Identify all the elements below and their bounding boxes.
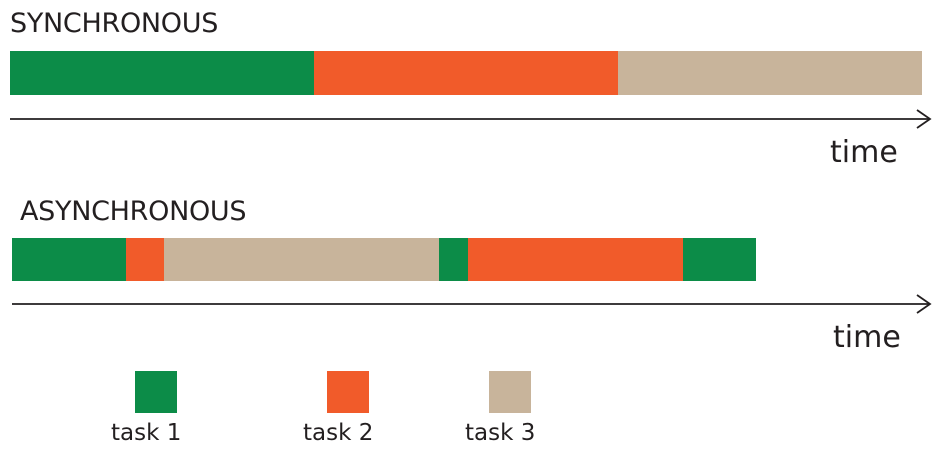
asynchronous-title: ASYNCHRONOUS: [20, 196, 247, 227]
async-segment-task-1: [12, 238, 126, 281]
legend-swatch-task-1: [135, 371, 177, 413]
legend-swatch-task-2: [327, 371, 369, 413]
sync-segment-task-1: [10, 51, 315, 95]
async-segment-task-1: [439, 238, 469, 281]
asynchronous-time-axis-arrow: [12, 294, 932, 314]
sync-segment-task-2: [313, 51, 619, 95]
legend-label-task-2: task 2: [303, 420, 374, 446]
async-segment-task-1: [683, 238, 756, 281]
async-segment-task-3: [164, 238, 440, 281]
legend-label-task-1: task 1: [111, 420, 182, 446]
synchronous-title: SYNCHRONOUS: [10, 8, 219, 39]
synchronous-time-axis-arrow: [10, 109, 932, 129]
synchronous-time-label: time: [830, 135, 898, 170]
asynchronous-time-label: time: [833, 320, 901, 355]
async-segment-task-2: [125, 238, 165, 281]
asynchronous-timeline-bar: [12, 238, 837, 281]
sync-segment-task-3: [618, 51, 923, 95]
async-segment-task-2: [468, 238, 684, 281]
synchronous-timeline-bar: [10, 51, 923, 95]
legend-label-task-3: task 3: [465, 420, 536, 446]
legend-swatch-task-3: [489, 371, 531, 413]
